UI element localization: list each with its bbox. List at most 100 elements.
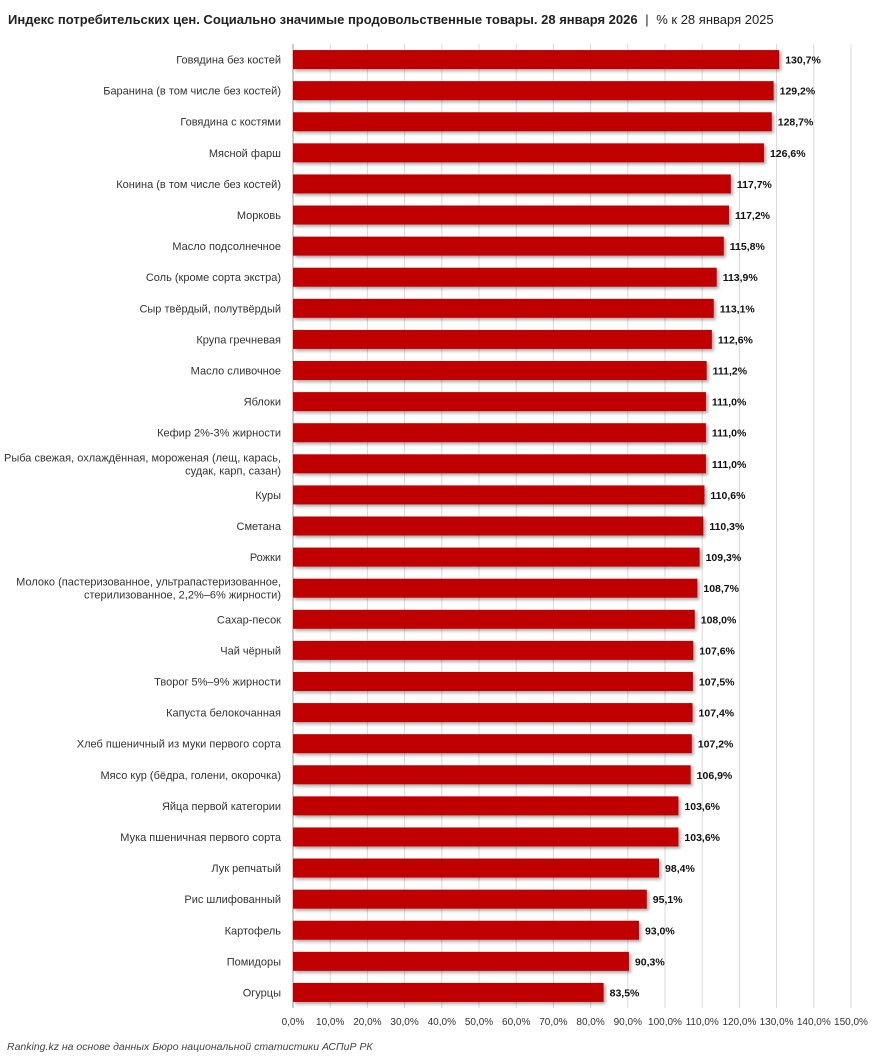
category-label: Рыба свежая, охлаждённая, мороженая (лещ… [4, 452, 281, 477]
category-label: Говядина с костями [180, 117, 281, 129]
category-label: Мука пшеничная первого сорта [120, 832, 282, 844]
category-label: Творог 5%–9% жирности [154, 676, 281, 688]
category-label: Капуста белокочанная [166, 708, 281, 720]
value-label: 108,0% [701, 614, 737, 626]
bar [293, 734, 692, 754]
value-label: 98,4% [665, 863, 695, 875]
bar [293, 578, 698, 598]
category-label: Говядина без костей [176, 55, 281, 67]
value-label: 107,5% [699, 676, 735, 688]
category-label: Рожки [250, 552, 281, 564]
value-labels: 130,7% 129,2% 128,7% 126,6% 117,7% 117,2% 115,… [610, 55, 822, 1000]
bar [293, 236, 724, 256]
value-label: 107,2% [698, 739, 734, 751]
value-label: 111,0% [712, 428, 747, 440]
chart-title: Индекс потребительских цен. Социально зн… [8, 12, 638, 27]
x-tick-label: 150,0% [834, 1017, 868, 1028]
bar [293, 329, 712, 349]
chart-title-row: Индекс потребительских цен. Социально зн… [8, 12, 774, 27]
value-label: 130,7% [785, 55, 821, 67]
x-tick-label: 40,0% [428, 1017, 456, 1028]
category-label: Яблоки [244, 397, 281, 409]
x-tick-label: 80,0% [576, 1017, 604, 1028]
value-label: 111,2% [713, 366, 748, 378]
category-label: Масло подсолнечное [172, 241, 281, 253]
category-label: Куры [255, 490, 281, 502]
value-label: 111,0% [712, 459, 747, 471]
bar [293, 143, 764, 163]
value-label: 128,7% [778, 117, 814, 129]
value-label: 126,6% [770, 148, 806, 160]
bar [293, 298, 714, 318]
value-label: 112,6% [718, 334, 754, 346]
bar [293, 951, 629, 971]
x-tick-label: 10,0% [316, 1017, 344, 1028]
value-label: 117,2% [735, 210, 771, 222]
value-label: 129,2% [780, 86, 816, 98]
value-label: 93,0% [645, 925, 675, 937]
category-label: Картофель [225, 925, 282, 937]
category-label: Молоко (пастеризованное, ультрапастеризо… [16, 577, 281, 602]
x-tick-label: 70,0% [539, 1017, 567, 1028]
x-axis-ticks: 0,0% 10,0% 20,0% 30,0% 40,0% 50,0% 60,0% 70,0% 8… [282, 1017, 868, 1028]
category-label: Огурцы [243, 987, 281, 999]
bar [293, 174, 731, 194]
x-tick-label: 30,0% [390, 1017, 418, 1028]
category-label: Сметана [237, 521, 282, 533]
bar [293, 796, 679, 816]
category-label: Конина (в том числе без костей) [116, 179, 281, 191]
value-label: 111,0% [712, 397, 747, 409]
x-tick-label: 20,0% [353, 1017, 381, 1028]
bar [293, 485, 705, 505]
category-label: Помидоры [227, 956, 281, 968]
value-label: 109,3% [706, 552, 742, 564]
bar [293, 765, 691, 785]
value-label: 95,1% [653, 894, 683, 906]
bar [293, 454, 706, 474]
x-tick-label: 60,0% [502, 1017, 530, 1028]
category-label: Морковь [237, 210, 281, 222]
category-label: Масло сливочное [191, 366, 281, 378]
value-label: 117,7% [737, 179, 773, 191]
value-label: 110,3% [709, 521, 745, 533]
bar [293, 516, 704, 536]
bars [293, 50, 780, 1002]
value-label: 103,6% [684, 832, 720, 844]
value-label: 106,9% [697, 770, 733, 782]
category-label: Баранина (в том числе без костей) [103, 86, 281, 98]
x-tick-label: 130,0% [760, 1017, 794, 1028]
bar [293, 858, 660, 878]
bar [293, 827, 679, 847]
category-label: Хлеб пшеничный из муки первого сорта [77, 739, 282, 751]
bar [293, 920, 639, 940]
x-tick-label: 110,0% [686, 1017, 719, 1028]
chart-subtitle: % к 28 января 2025 [656, 12, 774, 27]
bar [293, 547, 700, 567]
value-label: 113,9% [723, 272, 759, 284]
bar [293, 703, 693, 723]
bar [293, 392, 706, 412]
value-label: 90,3% [635, 956, 665, 968]
category-labels: Говядина без костей Баранина (в том числе… [4, 55, 282, 1000]
value-label: 108,7% [703, 583, 739, 595]
value-label: 83,5% [610, 987, 640, 999]
bar [293, 112, 772, 132]
x-tick-label: 140,0% [797, 1017, 831, 1028]
bar [293, 671, 693, 691]
x-tick-label: 50,0% [465, 1017, 493, 1028]
category-label: Чай чёрный [220, 645, 281, 657]
category-label: Яйца первой категории [162, 801, 281, 813]
value-label: 110,6% [710, 490, 746, 502]
bar [293, 81, 774, 101]
value-label: 113,1% [720, 303, 756, 315]
category-label: Мясной фарш [209, 148, 281, 160]
x-tick-label: 120,0% [722, 1017, 756, 1028]
bar [293, 640, 694, 660]
x-tick-label: 100,0% [648, 1017, 682, 1028]
x-tick-label: 0,0% [282, 1017, 305, 1028]
value-label: 103,6% [684, 801, 720, 813]
bar [293, 423, 706, 443]
bar [293, 267, 717, 287]
bar [293, 889, 647, 909]
